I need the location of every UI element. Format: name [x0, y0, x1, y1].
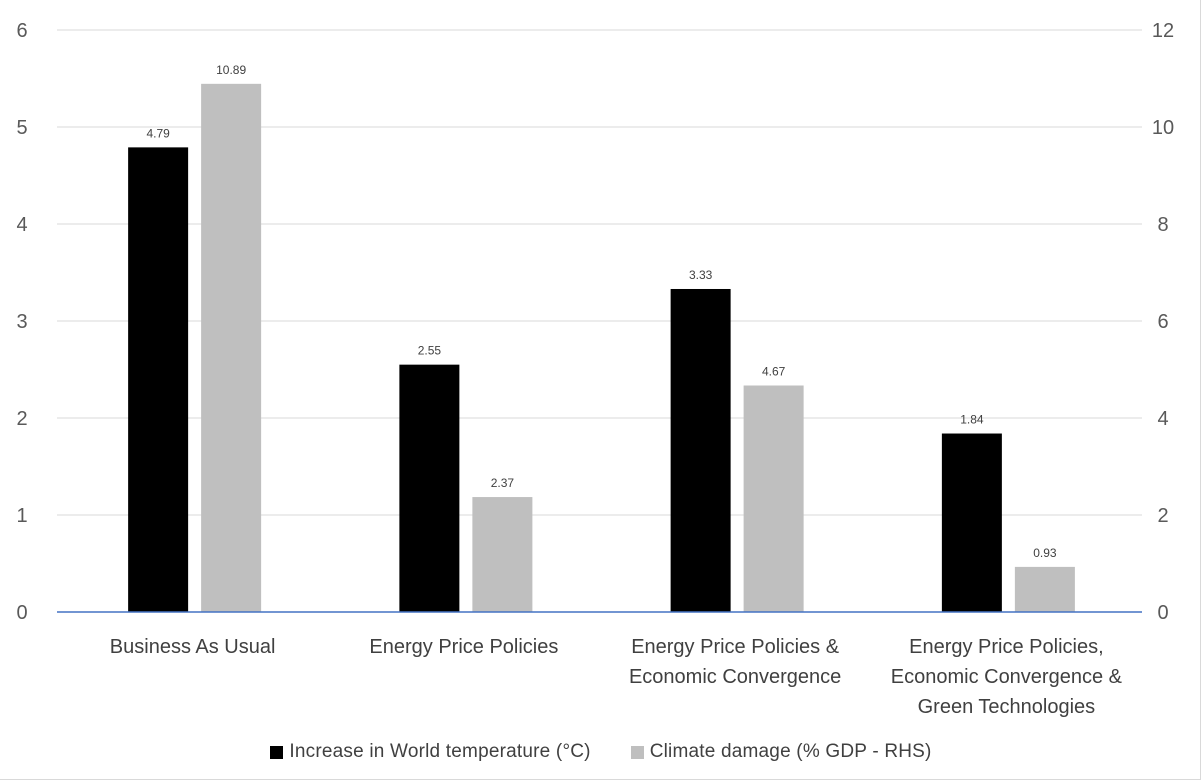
y-left-tick-label: 0 [16, 602, 27, 624]
legend: Increase in World temperature (°C) Clima… [0, 735, 1202, 769]
bar-temperature [941, 433, 1002, 612]
bar-temperature [399, 364, 460, 612]
bar-climate-damage [201, 83, 262, 612]
category-label: Energy Price Policies [369, 636, 558, 658]
bar-temperature [128, 147, 189, 612]
legend-label-climate-damage: Climate damage (% GDP - RHS) [649, 741, 932, 762]
y-left-tick-label: 5 [16, 117, 27, 139]
bar-temperature [670, 288, 731, 612]
bar-climate-damage [743, 385, 804, 612]
category-label: Energy Price Policies & [631, 636, 840, 658]
legend-swatch-climate-damage [630, 745, 644, 759]
y-left-tick-label: 1 [16, 505, 27, 527]
category-label: Business As Usual [110, 636, 276, 658]
bar-climate-damage [1014, 566, 1075, 612]
category-label: Economic Convergence [629, 666, 841, 688]
y-left-tick-label: 2 [16, 408, 27, 430]
category-labels: Business As Usual Energy Price Policies En… [110, 636, 1123, 718]
data-label: 2.55 [418, 344, 442, 358]
data-label: 10.89 [216, 63, 246, 77]
y-right-tick-label: 4 [1157, 408, 1168, 430]
data-label: 0.93 [1033, 546, 1057, 560]
legend-item-temperature: Increase in World temperature (°C) [270, 741, 590, 763]
data-label: 1.84 [960, 413, 984, 427]
category-label: Economic Convergence & [891, 666, 1123, 688]
data-label: 3.33 [689, 268, 713, 282]
data-label: 4.79 [146, 126, 170, 140]
legend-item-climate-damage: Climate damage (% GDP - RHS) [630, 741, 932, 763]
y-left-tick-label: 6 [16, 20, 27, 42]
gridlines [57, 29, 1142, 516]
legend-swatch-temperature [270, 745, 284, 759]
y-right-tick-label: 8 [1157, 214, 1168, 236]
y-right-tick-label: 2 [1157, 505, 1168, 527]
y-right-tick-label: 6 [1157, 311, 1168, 333]
legend-label-temperature: Increase in World temperature (°C) [289, 741, 591, 762]
y-left-tick-label: 4 [16, 214, 27, 236]
bars [128, 83, 1075, 612]
category-label: Energy Price Policies, [909, 636, 1104, 658]
data-label: 2.37 [491, 476, 515, 490]
y-right-tick-label: 12 [1152, 20, 1174, 42]
data-label: 4.67 [762, 365, 786, 379]
bar-climate-damage [472, 497, 533, 612]
data-labels: 4.79 10.89 2.55 2.37 3.33 4.67 1.84 0.93 [146, 63, 1056, 560]
y-left-tick-label: 3 [16, 311, 27, 333]
y-right-tick-label: 10 [1152, 117, 1174, 139]
category-label: Green Technologies [918, 696, 1096, 718]
y-right-tick-label: 0 [1157, 602, 1168, 624]
